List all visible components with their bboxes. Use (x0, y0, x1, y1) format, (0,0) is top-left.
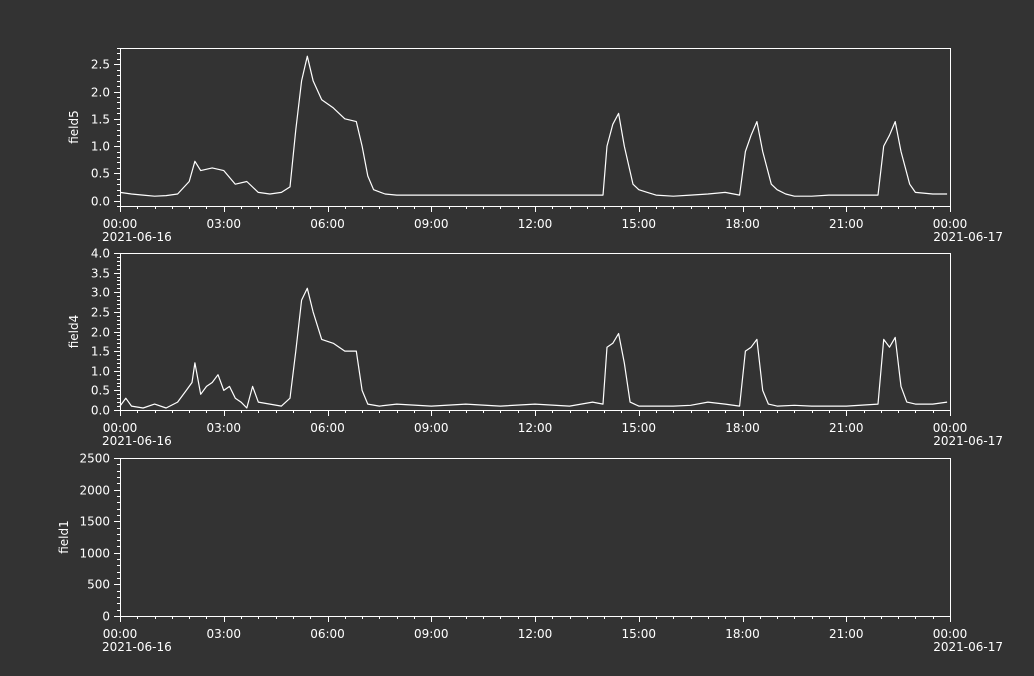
plot-frame (120, 458, 951, 617)
field4-panel: 0.0 0.5 1.0 1.5 2.0 2.5 3.0 3.5 4.0 00:00 03:00 06:… (67, 247, 1003, 449)
x-tick-label: 12:00 (518, 627, 553, 641)
y-tick-label: 2000 (79, 484, 110, 498)
x-tick-label: 00:00 (103, 421, 138, 435)
x-tick-label: 09:00 (414, 217, 449, 231)
field1-panel: 0 500 1000 1500 2000 2500 00:00 03:00 06:00 09:00… (57, 452, 1003, 655)
x-date-label-end: 2021-06-17 (933, 230, 1003, 244)
x-tick-label: 21:00 (829, 627, 864, 641)
y-axis-label: field1 (57, 520, 71, 554)
y-axis-label: field5 (67, 110, 81, 144)
x-tick-label: 06:00 (310, 421, 345, 435)
x-tick-label: 03:00 (206, 217, 241, 231)
x-tick-label: 00:00 (933, 217, 968, 231)
x-date-label-start: 2021-06-16 (102, 434, 172, 448)
y-tick-label: 0.5 (91, 167, 110, 181)
y-tick-label: 2.0 (91, 326, 110, 340)
x-tick-label: 21:00 (829, 421, 864, 435)
y-tick-label: 0 (102, 610, 110, 624)
y-tick-label: 1500 (79, 515, 110, 529)
x-tick-label: 15:00 (621, 421, 656, 435)
y-tick-label: 1.5 (91, 345, 110, 359)
y-tick-label: 3.5 (91, 267, 110, 281)
series-line-field5 (119, 55, 948, 197)
y-tick-label: 0.0 (91, 195, 110, 209)
x-tick-label: 00:00 (103, 217, 138, 231)
x-tick-label: 03:00 (206, 627, 241, 641)
plot-frame (120, 253, 951, 411)
x-tick-label: 18:00 (725, 217, 760, 231)
x-tick-label: 09:00 (414, 421, 449, 435)
y-tick-label: 2.5 (91, 58, 110, 72)
y-tick-label: 2.5 (91, 306, 110, 320)
x-tick-label: 00:00 (933, 421, 968, 435)
y-tick-label: 1000 (79, 547, 110, 561)
x-tick-label: 06:00 (310, 217, 345, 231)
y-tick-label: 2500 (79, 452, 110, 466)
x-tick-label: 21:00 (829, 217, 864, 231)
y-tick-label: 1.5 (91, 113, 110, 127)
x-date-label-end: 2021-06-17 (933, 434, 1003, 448)
x-tick-label: 00:00 (103, 627, 138, 641)
field5-panel: 0.0 0.5 1.0 1.5 2.0 2.5 00:00 03:00 06:00 09:00 12… (67, 48, 1003, 244)
plot-frame (120, 48, 951, 207)
series-line-field4 (119, 287, 948, 409)
y-tick-label: 0.0 (91, 404, 110, 418)
x-tick-label: 03:00 (206, 421, 241, 435)
x-tick-label: 18:00 (725, 627, 760, 641)
x-tick-label: 18:00 (725, 421, 760, 435)
x-date-label-start: 2021-06-16 (102, 230, 172, 244)
y-tick-label: 1.0 (91, 365, 110, 379)
x-tick-label: 12:00 (518, 421, 553, 435)
y-tick-label: 0.5 (91, 384, 110, 398)
x-tick-label: 09:00 (414, 627, 449, 641)
x-tick-label: 15:00 (621, 627, 656, 641)
x-tick-label: 06:00 (310, 627, 345, 641)
x-date-label-start: 2021-06-16 (102, 640, 172, 654)
x-tick-label: 12:00 (518, 217, 553, 231)
y-axis-label: field4 (67, 315, 81, 349)
x-tick-label: 00:00 (933, 627, 968, 641)
y-tick-label: 1.0 (91, 140, 110, 154)
y-tick-label: 3.0 (91, 286, 110, 300)
x-tick-label: 15:00 (621, 217, 656, 231)
x-date-label-end: 2021-06-17 (933, 640, 1003, 654)
y-tick-label: 500 (87, 578, 110, 592)
y-tick-label: 4.0 (91, 247, 110, 261)
y-tick-label: 2.0 (91, 86, 110, 100)
